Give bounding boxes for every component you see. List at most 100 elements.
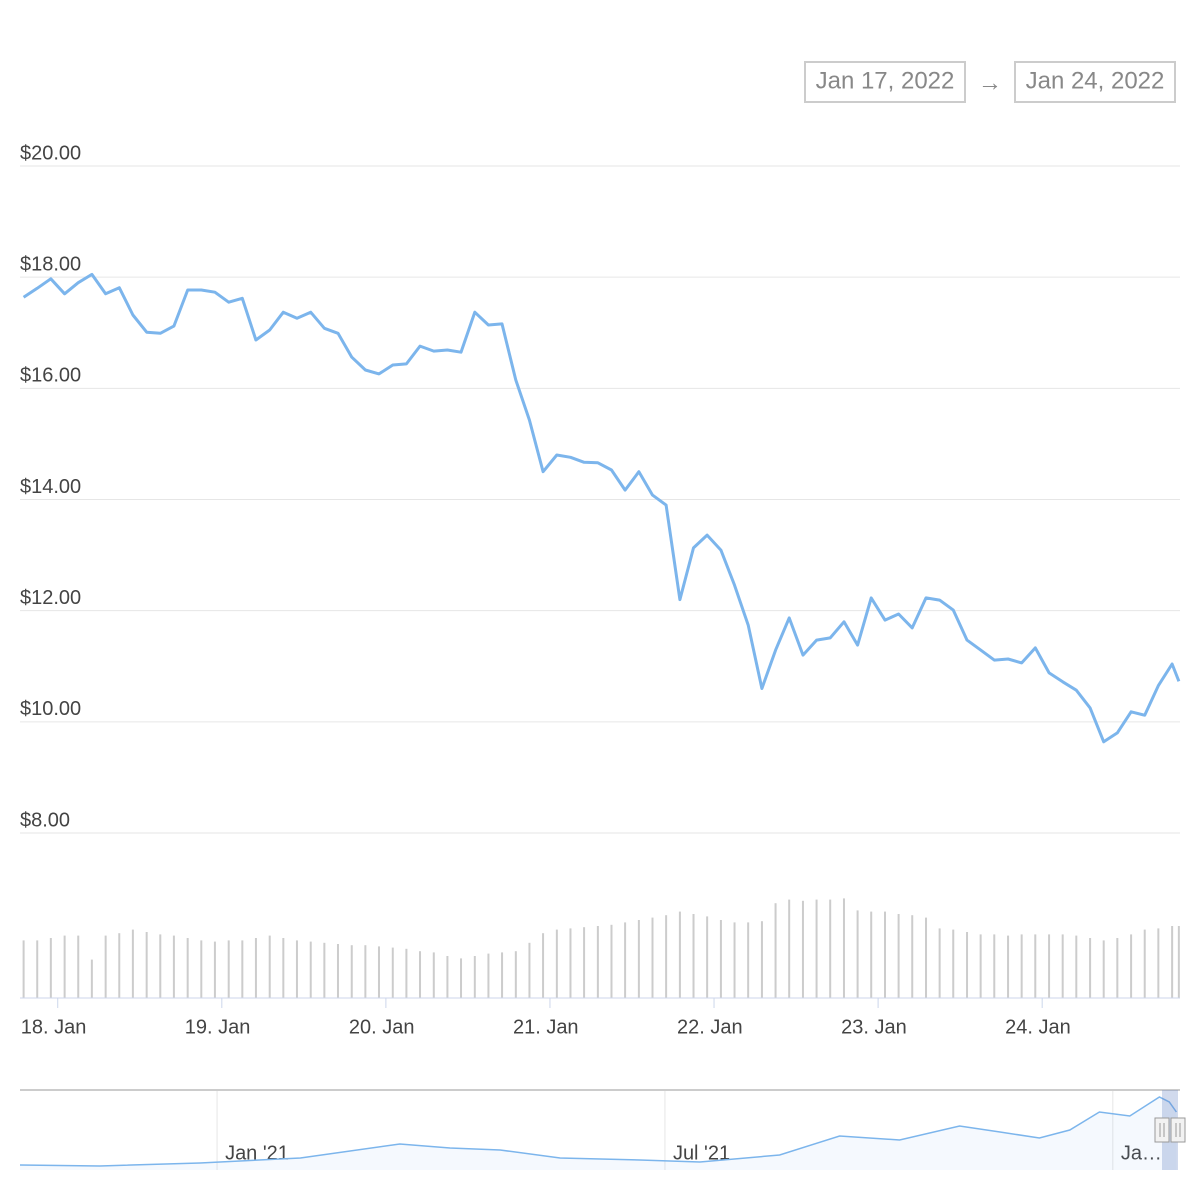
volume-bar: [897, 914, 900, 998]
volume-bar: [460, 958, 463, 998]
volume-bar: [1143, 929, 1146, 998]
volume-bar: [583, 927, 586, 998]
volume-bar: [1061, 934, 1064, 998]
volume-bar: [49, 938, 52, 998]
volume-bar: [1157, 928, 1160, 998]
volume-bar: [200, 940, 203, 998]
volume-bar: [309, 941, 312, 998]
volume-bar: [733, 922, 736, 998]
volume-bar: [678, 911, 681, 998]
volume-bar: [637, 920, 640, 998]
volume-bar: [254, 938, 257, 998]
volume-bar: [774, 903, 777, 998]
navigator-tick-label: Jul '21: [673, 1142, 730, 1164]
volume-bar: [104, 935, 107, 998]
volume-bar: [966, 932, 969, 998]
volume-bar: [419, 951, 422, 998]
x-tick-label: 22. Jan: [677, 1016, 743, 1038]
x-tick-label: 20. Jan: [349, 1016, 415, 1038]
x-tick-label: 18. Jan: [21, 1016, 87, 1038]
volume-bar: [993, 934, 996, 998]
volume-bar: [63, 935, 66, 998]
volume-bar: [446, 956, 449, 998]
volume-bar: [801, 900, 804, 998]
volume-bar: [856, 910, 859, 998]
volume-bar: [405, 948, 408, 998]
range-to-input[interactable]: [1014, 61, 1176, 103]
volume-bar: [377, 946, 380, 998]
volume-bar: [596, 926, 599, 998]
volume-bar: [1177, 926, 1180, 998]
y-tick-label: $16.00: [20, 365, 81, 387]
volume-bar: [542, 933, 545, 998]
volume-bar: [788, 899, 791, 998]
volume-bar: [350, 945, 353, 998]
navigator-area: [20, 1097, 1177, 1170]
range-from-input[interactable]: [804, 61, 966, 103]
y-tick-label: $12.00: [20, 587, 81, 609]
navigator-handle[interactable]: [1154, 1117, 1170, 1143]
volume-bar: [514, 951, 517, 998]
volume-bar: [815, 899, 818, 998]
range-separator: →: [978, 69, 1002, 96]
volume-bar: [391, 947, 394, 998]
x-tick-label: 21. Jan: [513, 1016, 579, 1038]
navigator-handle[interactable]: [1170, 1117, 1186, 1143]
volume-bar: [36, 940, 39, 998]
volume-bar: [883, 911, 886, 998]
volume-bar: [1020, 934, 1023, 998]
volume-bar: [323, 942, 326, 998]
volume-bar: [1130, 934, 1133, 998]
navigator-tick-label: Ja…: [1121, 1142, 1162, 1164]
navigator-line: [19, 1096, 1178, 1167]
x-tick-label: 19. Jan: [185, 1016, 251, 1038]
volume-bar: [159, 934, 162, 998]
y-tick-label: $20.00: [20, 142, 81, 164]
volume-bar: [241, 940, 244, 998]
volume-bar: [501, 952, 504, 998]
volume-bar: [1102, 940, 1105, 998]
volume-bar: [829, 899, 832, 998]
volume-bar: [268, 935, 271, 998]
volume-bar: [925, 917, 928, 998]
volume-bar: [979, 934, 982, 998]
volume-bar: [760, 921, 763, 998]
volume-bar: [624, 922, 627, 998]
volume-bar: [227, 940, 230, 998]
x-tick-label: 24. Jan: [1005, 1016, 1071, 1038]
volume-bar: [665, 915, 668, 998]
y-tick-label: $10.00: [20, 698, 81, 720]
volume-bar: [1171, 926, 1174, 998]
volume-bar: [295, 940, 298, 998]
navigator-selection: [1162, 1090, 1178, 1170]
volume-bar: [282, 938, 285, 998]
volume-bar: [842, 898, 845, 998]
volume-bar: [1007, 935, 1010, 998]
volume-bar: [473, 956, 476, 998]
volume-bar: [487, 953, 490, 998]
volume-bar: [870, 911, 873, 998]
x-tick-label: 23. Jan: [841, 1016, 907, 1038]
y-tick-label: $8.00: [20, 809, 70, 831]
volume-bar: [610, 924, 613, 998]
volume-bar: [77, 935, 80, 998]
volume-bar: [719, 920, 722, 998]
volume-bar: [90, 959, 93, 998]
volume-bar: [364, 945, 367, 998]
volume-bar: [1089, 938, 1092, 998]
volume-bar: [528, 942, 531, 998]
volume-bar: [186, 938, 189, 998]
volume-bar: [747, 922, 750, 998]
volume-bar: [1034, 934, 1037, 998]
range-to: Jan 24, 2022: [1026, 67, 1165, 94]
y-tick-label: $18.00: [20, 253, 81, 275]
y-tick-label: $14.00: [20, 476, 81, 498]
volume-bar: [692, 914, 695, 998]
volume-bar: [555, 929, 558, 998]
volume-bar: [213, 941, 216, 998]
price-line: [22, 272, 1181, 744]
range-from: Jan 17, 2022: [816, 67, 955, 94]
volume-bar: [911, 915, 914, 998]
volume-bar: [131, 929, 134, 998]
